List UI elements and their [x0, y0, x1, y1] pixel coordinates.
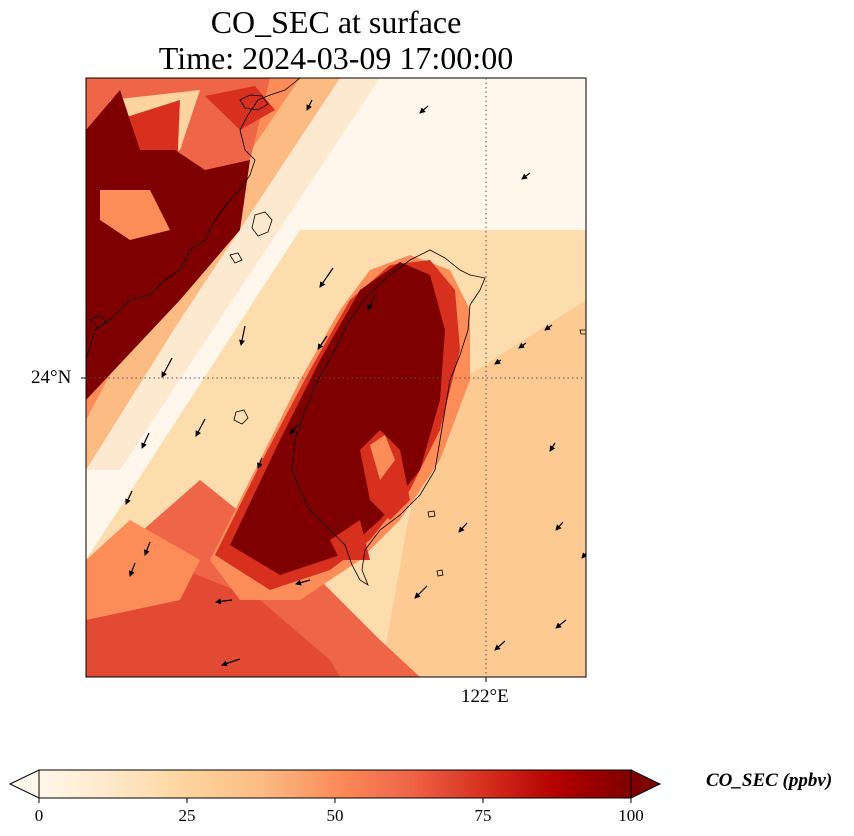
colorbar-extend-max [630, 769, 662, 799]
colorbar-tick-75: 75 [474, 806, 492, 825]
longitude-label: 122°E [461, 686, 509, 707]
colorbar-gradient [38, 769, 632, 799]
concentration-field [86, 78, 586, 677]
colorbar-tick-0: 0 [34, 806, 44, 825]
map-title-line1: CO_SEC at surface [210, 4, 462, 40]
wind-vectors [125, 99, 586, 667]
colorbar-ticks [38, 798, 632, 803]
colorbar-tick-100: 100 [618, 806, 644, 825]
colorbar-extend-min [8, 769, 40, 799]
colorbar [8, 769, 662, 803]
axis-ticks [81, 377, 487, 682]
map-title-line2: Time: 2024-03-09 17:00:00 [158, 40, 514, 76]
map-figure [81, 77, 587, 682]
gridlines [86, 78, 586, 677]
colorbar-title: CO_SEC (ppbv) [706, 770, 833, 791]
coastlines [86, 78, 586, 586]
latitude-label: 24°N [31, 367, 72, 388]
map-frame [85, 77, 587, 678]
colorbar-tick-50: 50 [326, 806, 344, 825]
colorbar-tick-25: 25 [178, 806, 196, 825]
